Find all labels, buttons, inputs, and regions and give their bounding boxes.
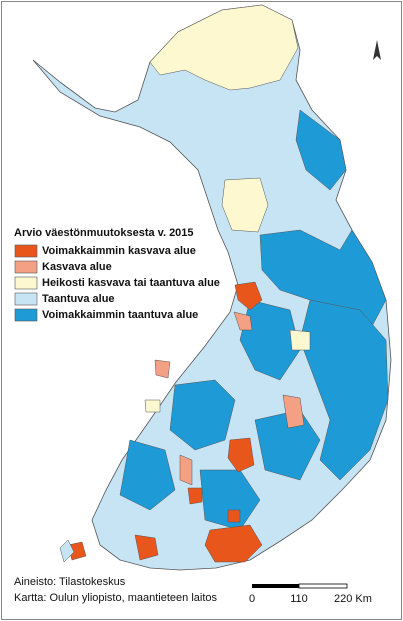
legend: Arvio väestönmuutoksesta v. 2015 Voimakk…: [10, 222, 220, 328]
scale-segment: [298, 583, 348, 589]
legend-label: Voimakkaimmin kasvava alue: [42, 245, 196, 257]
scale-bar: 0 110 220 Km: [249, 583, 372, 605]
legend-swatch: [14, 244, 38, 258]
region: [144, 399, 161, 413]
region: [119, 439, 176, 511]
region: [259, 229, 387, 331]
source-line: Aineisto: Tilastokeskus: [14, 576, 126, 588]
region: [59, 539, 75, 563]
region: [199, 469, 261, 531]
region: [204, 524, 263, 563]
legend-swatch: [14, 308, 38, 322]
region: [154, 359, 171, 379]
region: [169, 379, 236, 451]
legend-background: [10, 222, 206, 328]
legend-swatch: [14, 260, 38, 274]
region: [134, 534, 159, 561]
region: [227, 509, 241, 523]
scale-label: 0: [249, 593, 255, 605]
legend-label: Kasvava alue: [42, 261, 112, 273]
regions: [32, 4, 392, 571]
region: [227, 437, 255, 473]
north-arrow: [373, 40, 381, 60]
region: [299, 299, 389, 481]
legend-title: Arvio väestönmuutoksesta v. 2015: [14, 227, 194, 239]
region: [234, 281, 263, 311]
region: [149, 4, 299, 91]
scale-label: 220 Km: [334, 593, 372, 605]
legend-swatch: [14, 292, 38, 306]
region: [289, 329, 311, 351]
legend-label: Heikosti kasvava tai taantuva alue: [42, 277, 220, 289]
region: [179, 454, 193, 486]
region: [282, 394, 305, 429]
source-line: Kartta: Oulun yliopisto, maantieteen lai…: [14, 592, 218, 604]
scale-label: 110: [290, 593, 308, 605]
region: [221, 177, 269, 233]
legend-label: Taantuva alue: [42, 293, 115, 305]
region: [295, 109, 347, 191]
region: [187, 487, 203, 505]
north-arrow-shape: [373, 40, 381, 60]
region: [239, 299, 301, 381]
scale-segment: [252, 584, 299, 588]
legend-label: Voimakkaimmin taantuva alue: [42, 309, 198, 321]
legend-swatch: [14, 276, 38, 290]
region: [233, 311, 253, 331]
